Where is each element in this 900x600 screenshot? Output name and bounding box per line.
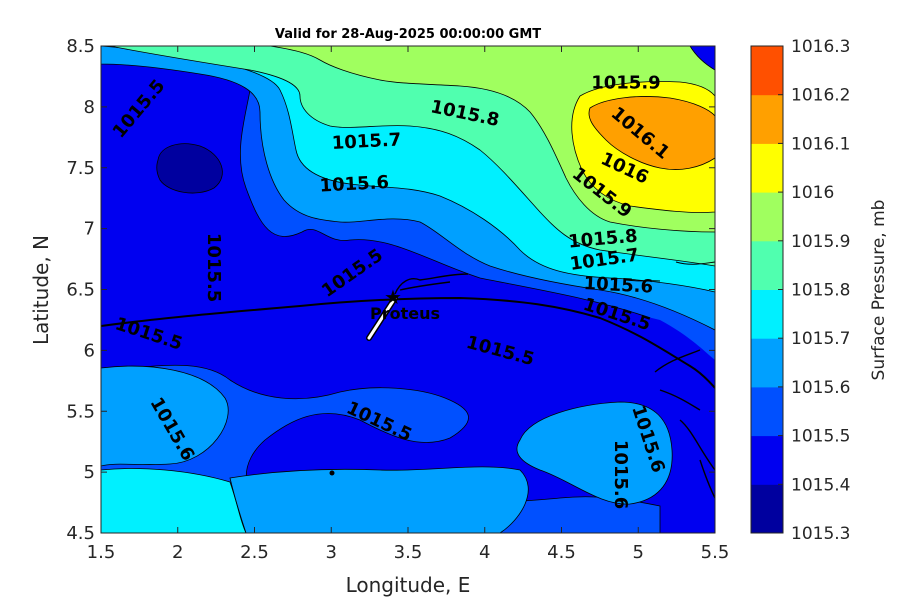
y-tick-label: 6 xyxy=(84,340,95,361)
colorbar-swatch xyxy=(751,143,783,193)
x-tick-label: 2.5 xyxy=(240,542,269,563)
contour-label: 1015.7 xyxy=(331,129,401,154)
coastline xyxy=(101,296,715,389)
y-tick-label: 4.5 xyxy=(66,523,95,544)
coastline-lagoon xyxy=(394,273,715,499)
colorbar-tick-label: 1016.1 xyxy=(791,134,850,154)
x-tick-label: 4 xyxy=(479,542,490,563)
x-axis: 1.5 2 2.5 3 3.5 4 4.5 5 5.5 xyxy=(87,46,730,563)
colorbar-tick-label: 1015.3 xyxy=(791,524,850,544)
x-tick-label: 4.5 xyxy=(547,542,576,563)
colorbar-tick-label: 1016.3 xyxy=(791,37,850,57)
contour-label: 1015.6 xyxy=(610,440,631,509)
colorbar-swatch xyxy=(751,192,783,242)
colorbar-swatch xyxy=(751,484,783,534)
band-1015-6-se xyxy=(516,401,673,505)
colorbar-swatch xyxy=(751,240,783,290)
colorbar-swatch xyxy=(751,386,783,437)
x-tick-label: 3.5 xyxy=(394,542,423,563)
y-tick-label: 8.5 xyxy=(66,36,95,57)
chart-title: Valid for 28-Aug-2025 00:00:00 GMT xyxy=(275,27,541,42)
contour-label: 1015.9 xyxy=(591,73,660,94)
y-tick-label: 5.5 xyxy=(66,401,95,422)
band-1015-7-sw xyxy=(101,468,247,533)
y-axis: 4.5 5 5.5 6 6.5 7 7.5 8 8.5 xyxy=(66,36,715,544)
x-tick-label: 5.5 xyxy=(701,542,730,563)
colorbar-tick-label: 1015.7 xyxy=(791,329,850,349)
y-tick-label: 7.5 xyxy=(66,158,95,179)
colorbar-tick-label: 1016.2 xyxy=(791,86,850,106)
colorbar-tick-label: 1015.4 xyxy=(791,475,850,495)
x-tick-label: 3 xyxy=(326,542,337,563)
band-1015-6-bottom xyxy=(229,466,529,533)
y-tick-label: 5 xyxy=(84,462,95,483)
colorbar-label: Surface Pressure, mb xyxy=(869,200,889,381)
contour-label: 1015.5 xyxy=(203,233,224,302)
x-axis-label: Longitude, E xyxy=(346,573,471,597)
contour-label: 1015.6 xyxy=(319,172,389,197)
inlet-marks xyxy=(627,261,715,282)
colorbar-tick-label: 1015.5 xyxy=(791,427,850,447)
colorbar-tick-label: 1015.8 xyxy=(791,281,850,301)
band-1015-3-pocket xyxy=(156,143,223,194)
colorbar: 1015.3 1015.4 1015.5 1015.6 1015.7 1015.8 1015… xyxy=(750,37,850,544)
band-1015-6-sw xyxy=(101,365,229,467)
colorbar-tick-label: 1016 xyxy=(791,183,834,203)
contour-label: 1015.6 xyxy=(583,273,653,298)
colorbar-swatch xyxy=(751,435,783,485)
colorbar-swatch xyxy=(751,338,783,388)
x-tick-label: 1.5 xyxy=(87,542,116,563)
band-1016-1-north xyxy=(588,96,715,170)
y-tick-label: 6.5 xyxy=(66,280,95,301)
band-1015-4-central xyxy=(101,288,715,440)
x-tick-label: 5 xyxy=(633,542,644,563)
colorbar-tick-label: 1015.9 xyxy=(791,232,850,252)
colorbar-swatch xyxy=(751,94,783,144)
site-star-icon: ★ xyxy=(384,285,402,309)
x-tick-label: 2 xyxy=(172,542,183,563)
colorbar-swatch xyxy=(751,289,783,339)
colorbar-tick-label: 1015.6 xyxy=(791,378,850,398)
site-label: Proteus xyxy=(370,304,440,323)
y-tick-label: 7 xyxy=(84,219,95,240)
y-tick-label: 8 xyxy=(84,97,95,118)
colorbar-swatch xyxy=(751,46,783,96)
y-axis-label: Latitude, N xyxy=(29,235,53,345)
island-marker xyxy=(329,470,335,476)
band-1015-4-ne xyxy=(689,46,715,71)
